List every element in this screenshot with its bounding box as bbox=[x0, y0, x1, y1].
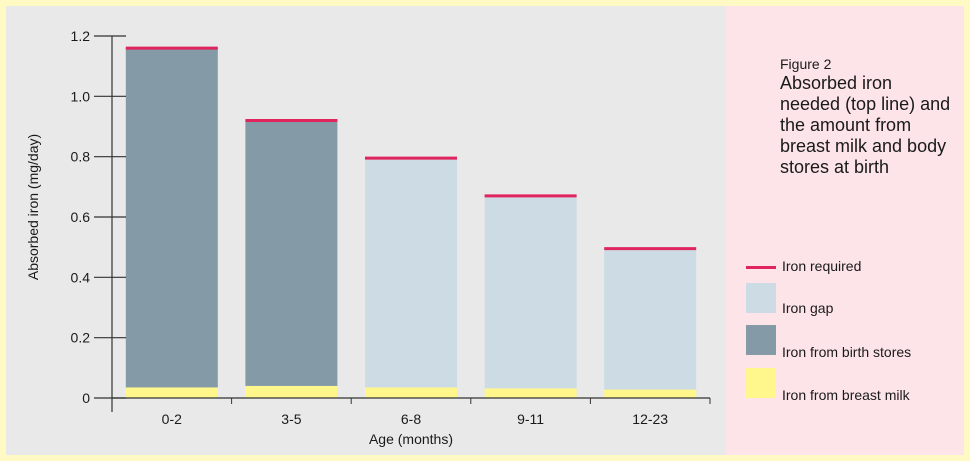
bar-iron-gap-12-23 bbox=[604, 248, 697, 390]
x-axis-title: Age (months) bbox=[369, 431, 453, 447]
x-tick-label: 0-2 bbox=[162, 411, 182, 427]
legend-swatch-breast-milk bbox=[746, 368, 776, 398]
y-tick-label: 0 bbox=[82, 390, 90, 406]
legend-swatch-iron-gap bbox=[746, 283, 776, 313]
bar-breast-milk-3-5 bbox=[245, 385, 338, 398]
legend-swatch-iron-required bbox=[746, 266, 776, 269]
bar-birth-stores-0-2 bbox=[125, 48, 218, 388]
y-axis-title: Absorbed iron (mg/day) bbox=[25, 134, 41, 280]
bar-iron-gap-9-11 bbox=[484, 195, 577, 389]
y-tick-label: 0.2 bbox=[71, 330, 91, 346]
chart: 0-2 3-5 6-8 9-11 12-23 0 0.2 0.4 0.6 0.8 1.0 1.2 Age… bbox=[25, 28, 711, 447]
y-tick-label: 1.0 bbox=[71, 88, 91, 104]
x-tick-label: 6-8 bbox=[401, 411, 421, 427]
bar-breast-milk-12-23 bbox=[604, 389, 697, 398]
x-tick-label: 12-23 bbox=[632, 411, 668, 427]
legend-label-breast-milk: Iron from breast milk bbox=[782, 387, 910, 403]
legend-label-birth-stores: Iron from birth stores bbox=[782, 344, 912, 360]
y-tick-label: 1.2 bbox=[71, 28, 91, 44]
bar-breast-milk-6-8 bbox=[365, 387, 457, 398]
x-tick-label: 9-11 bbox=[517, 411, 544, 427]
bar-breast-milk-9-11 bbox=[484, 388, 577, 398]
figure-caption: Absorbed iron needed (top line) and the … bbox=[780, 73, 951, 177]
bar-iron-gap-6-8 bbox=[365, 158, 457, 388]
bar-birth-stores-3-5 bbox=[245, 120, 338, 386]
legend-label-iron-gap: Iron gap bbox=[782, 300, 834, 316]
figure-label: Figure 2 bbox=[780, 56, 832, 72]
legend-swatch-birth-stores bbox=[746, 325, 776, 355]
y-tick-label: 0.6 bbox=[71, 209, 91, 225]
y-tick-label: 0.8 bbox=[71, 149, 91, 165]
x-tick-label: 3-5 bbox=[281, 411, 301, 427]
legend-label-iron-required: Iron required bbox=[782, 258, 862, 274]
y-tick-label: 0.4 bbox=[71, 269, 91, 285]
bar-breast-milk-0-2 bbox=[125, 387, 218, 398]
